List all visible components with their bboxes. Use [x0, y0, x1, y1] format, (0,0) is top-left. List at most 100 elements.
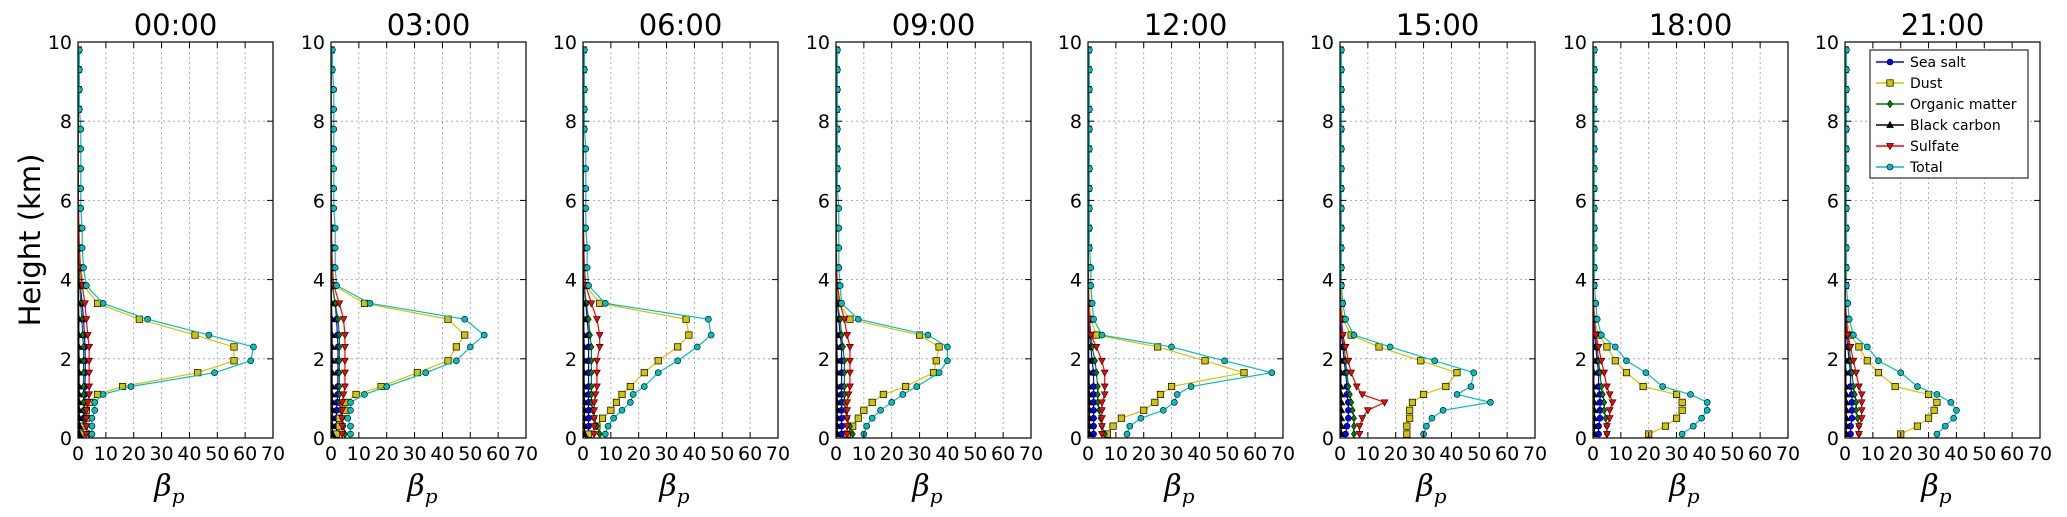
x-tick-label: 10	[1104, 443, 1128, 465]
y-tick-label: 8	[1322, 111, 1334, 133]
data-point-total	[1845, 205, 1850, 212]
data-point-black-carbon	[78, 330, 83, 338]
data-point-total	[705, 315, 712, 323]
data-point-sulfate	[83, 399, 92, 407]
data-point-total	[331, 145, 338, 153]
data-point-sulfate	[1344, 357, 1353, 366]
y-tick-label: 8	[818, 111, 830, 133]
data-point-sulfate	[1857, 399, 1866, 407]
data-point-black-carbon	[331, 429, 337, 437]
data-point-organic-matter	[839, 342, 846, 352]
data-point-total	[1845, 125, 1850, 133]
data-point-total	[88, 414, 96, 422]
y-tick-label: 0	[1070, 428, 1082, 450]
data-point-total	[99, 391, 107, 398]
x-tick-label: 50	[458, 443, 482, 465]
data-point-dust	[1117, 414, 1125, 422]
data-point-sulfate	[1855, 431, 1863, 438]
data-point-total	[461, 315, 469, 323]
data-point-sulfate	[1088, 332, 1095, 340]
data-point-organic-matter	[588, 368, 595, 377]
data-point-sulfate	[1100, 369, 1109, 377]
x-tick-label: 50	[205, 443, 229, 465]
data-point-dust	[685, 331, 693, 339]
x-tick-label: 40	[1439, 443, 1463, 465]
data-point-black-carbon	[1845, 368, 1850, 376]
data-point-total	[205, 331, 213, 339]
y-tick-label: 10	[301, 32, 325, 54]
data-point-sulfate	[85, 344, 94, 352]
data-point-total	[1088, 224, 1093, 232]
y-tick-label: 4	[1322, 270, 1334, 292]
panel-title: 06:00	[639, 8, 723, 42]
data-point-total	[78, 145, 85, 153]
x-tick-label: 40	[1187, 443, 1211, 465]
data-point-total	[836, 264, 843, 272]
data-point-sulfate	[1600, 369, 1609, 377]
data-point-dust	[352, 390, 360, 398]
data-point-dust	[1420, 390, 1428, 398]
data-point-sulfate	[1846, 344, 1855, 352]
data-point-total	[1845, 264, 1850, 272]
x-tick-label: 70	[1019, 443, 1043, 465]
data-point-total	[1467, 383, 1475, 390]
data-point-total	[913, 383, 921, 390]
data-point-organic-matter	[1599, 390, 1606, 399]
data-point-sulfate	[338, 415, 347, 423]
data-point-sulfate	[85, 391, 94, 399]
data-point-total	[836, 46, 841, 54]
data-point-dust	[1154, 343, 1162, 351]
data-point-black-carbon	[836, 382, 842, 390]
data-point-total	[1593, 106, 1598, 113]
series-group	[331, 45, 488, 438]
data-point-total	[944, 357, 951, 365]
data-point-sulfate	[590, 423, 599, 431]
data-point-total	[1088, 125, 1093, 133]
data-point-dust	[1933, 398, 1941, 406]
data-point-total	[331, 264, 339, 272]
data-point-organic-matter	[1850, 382, 1857, 391]
data-point-black-carbon	[836, 390, 842, 398]
x-axis-label-subscript: p	[425, 484, 438, 508]
data-point-black-carbon	[836, 429, 842, 437]
data-point-total	[347, 430, 354, 438]
data-point-total	[836, 165, 841, 173]
y-tick-label: 4	[1070, 270, 1082, 292]
data-point-total	[585, 282, 592, 289]
data-point-total	[583, 185, 590, 192]
data-point-black-carbon	[1340, 398, 1346, 406]
data-point-sulfate	[1098, 423, 1106, 431]
data-point-black-carbon	[1593, 398, 1599, 406]
y-tick-label: 8	[1575, 111, 1587, 133]
grid	[836, 42, 1031, 438]
data-point-dust	[93, 299, 102, 307]
data-point-total	[1487, 399, 1494, 406]
y-tick-label: 6	[1070, 190, 1082, 212]
data-point-total	[1845, 165, 1850, 173]
data-point-black-carbon	[1593, 421, 1599, 430]
data-point-dust	[618, 390, 626, 398]
data-point-dust	[1678, 406, 1686, 414]
data-point-dust	[1403, 430, 1411, 438]
y-tick-label: 0	[565, 428, 577, 450]
x-tick-label: 10	[1609, 443, 1633, 465]
data-point-black-carbon	[1340, 382, 1345, 390]
data-point-sulfate	[1358, 415, 1367, 423]
x-tick-label: 60	[1748, 443, 1772, 465]
data-point-total	[610, 414, 617, 422]
data-point-total	[1593, 145, 1598, 153]
y-tick-label: 10	[1058, 32, 1082, 54]
data-point-total	[1593, 224, 1598, 232]
data-point-total	[1423, 422, 1430, 430]
data-point-black-carbon	[583, 406, 589, 414]
data-point-black-carbon	[1088, 406, 1094, 414]
data-point-dust	[1673, 390, 1681, 398]
data-point-organic-matter	[336, 382, 343, 391]
data-point-dust	[846, 315, 854, 323]
data-point-total	[99, 300, 107, 307]
panel-title: 00:00	[134, 8, 218, 42]
data-point-organic-matter	[1853, 406, 1860, 415]
data-point-total	[1698, 414, 1705, 422]
data-point-total	[1941, 422, 1949, 430]
